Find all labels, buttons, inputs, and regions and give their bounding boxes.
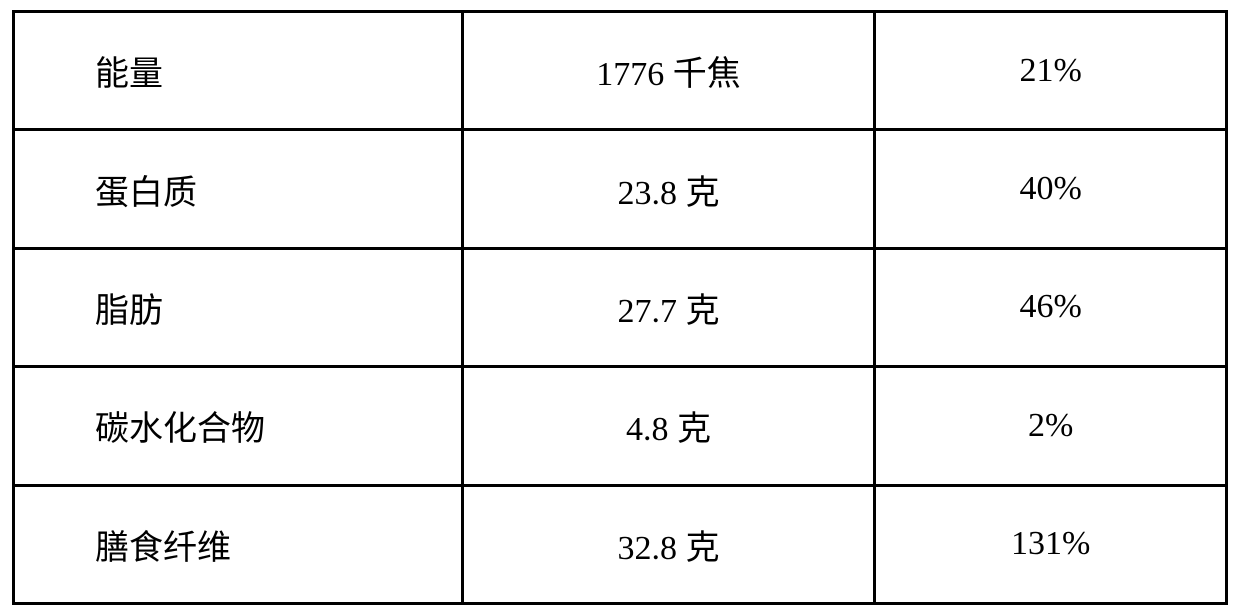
nutrient-amount: 23.8 克	[462, 130, 874, 248]
table-row: 蛋白质 23.8 克 40%	[14, 130, 1227, 248]
nutrient-amount: 27.7 克	[462, 248, 874, 366]
nutrition-table: 能量 1776 千焦 21% 蛋白质 23.8 克 40% 脂肪 27.7 克 …	[12, 10, 1228, 605]
nutrient-percent: 131%	[875, 485, 1227, 603]
nutrient-name: 碳水化合物	[14, 367, 463, 485]
nutrient-amount: 4.8 克	[462, 367, 874, 485]
nutrient-percent: 40%	[875, 130, 1227, 248]
nutrient-percent: 46%	[875, 248, 1227, 366]
nutrient-percent: 2%	[875, 367, 1227, 485]
nutrient-percent: 21%	[875, 12, 1227, 130]
table-row: 膳食纤维 32.8 克 131%	[14, 485, 1227, 603]
nutrient-amount: 32.8 克	[462, 485, 874, 603]
nutrient-name: 脂肪	[14, 248, 463, 366]
nutrient-name: 能量	[14, 12, 463, 130]
nutrition-table-container: 能量 1776 千焦 21% 蛋白质 23.8 克 40% 脂肪 27.7 克 …	[0, 0, 1240, 615]
table-row: 脂肪 27.7 克 46%	[14, 248, 1227, 366]
nutrient-amount: 1776 千焦	[462, 12, 874, 130]
nutrient-name: 膳食纤维	[14, 485, 463, 603]
table-row: 碳水化合物 4.8 克 2%	[14, 367, 1227, 485]
nutrient-name: 蛋白质	[14, 130, 463, 248]
table-row: 能量 1776 千焦 21%	[14, 12, 1227, 130]
